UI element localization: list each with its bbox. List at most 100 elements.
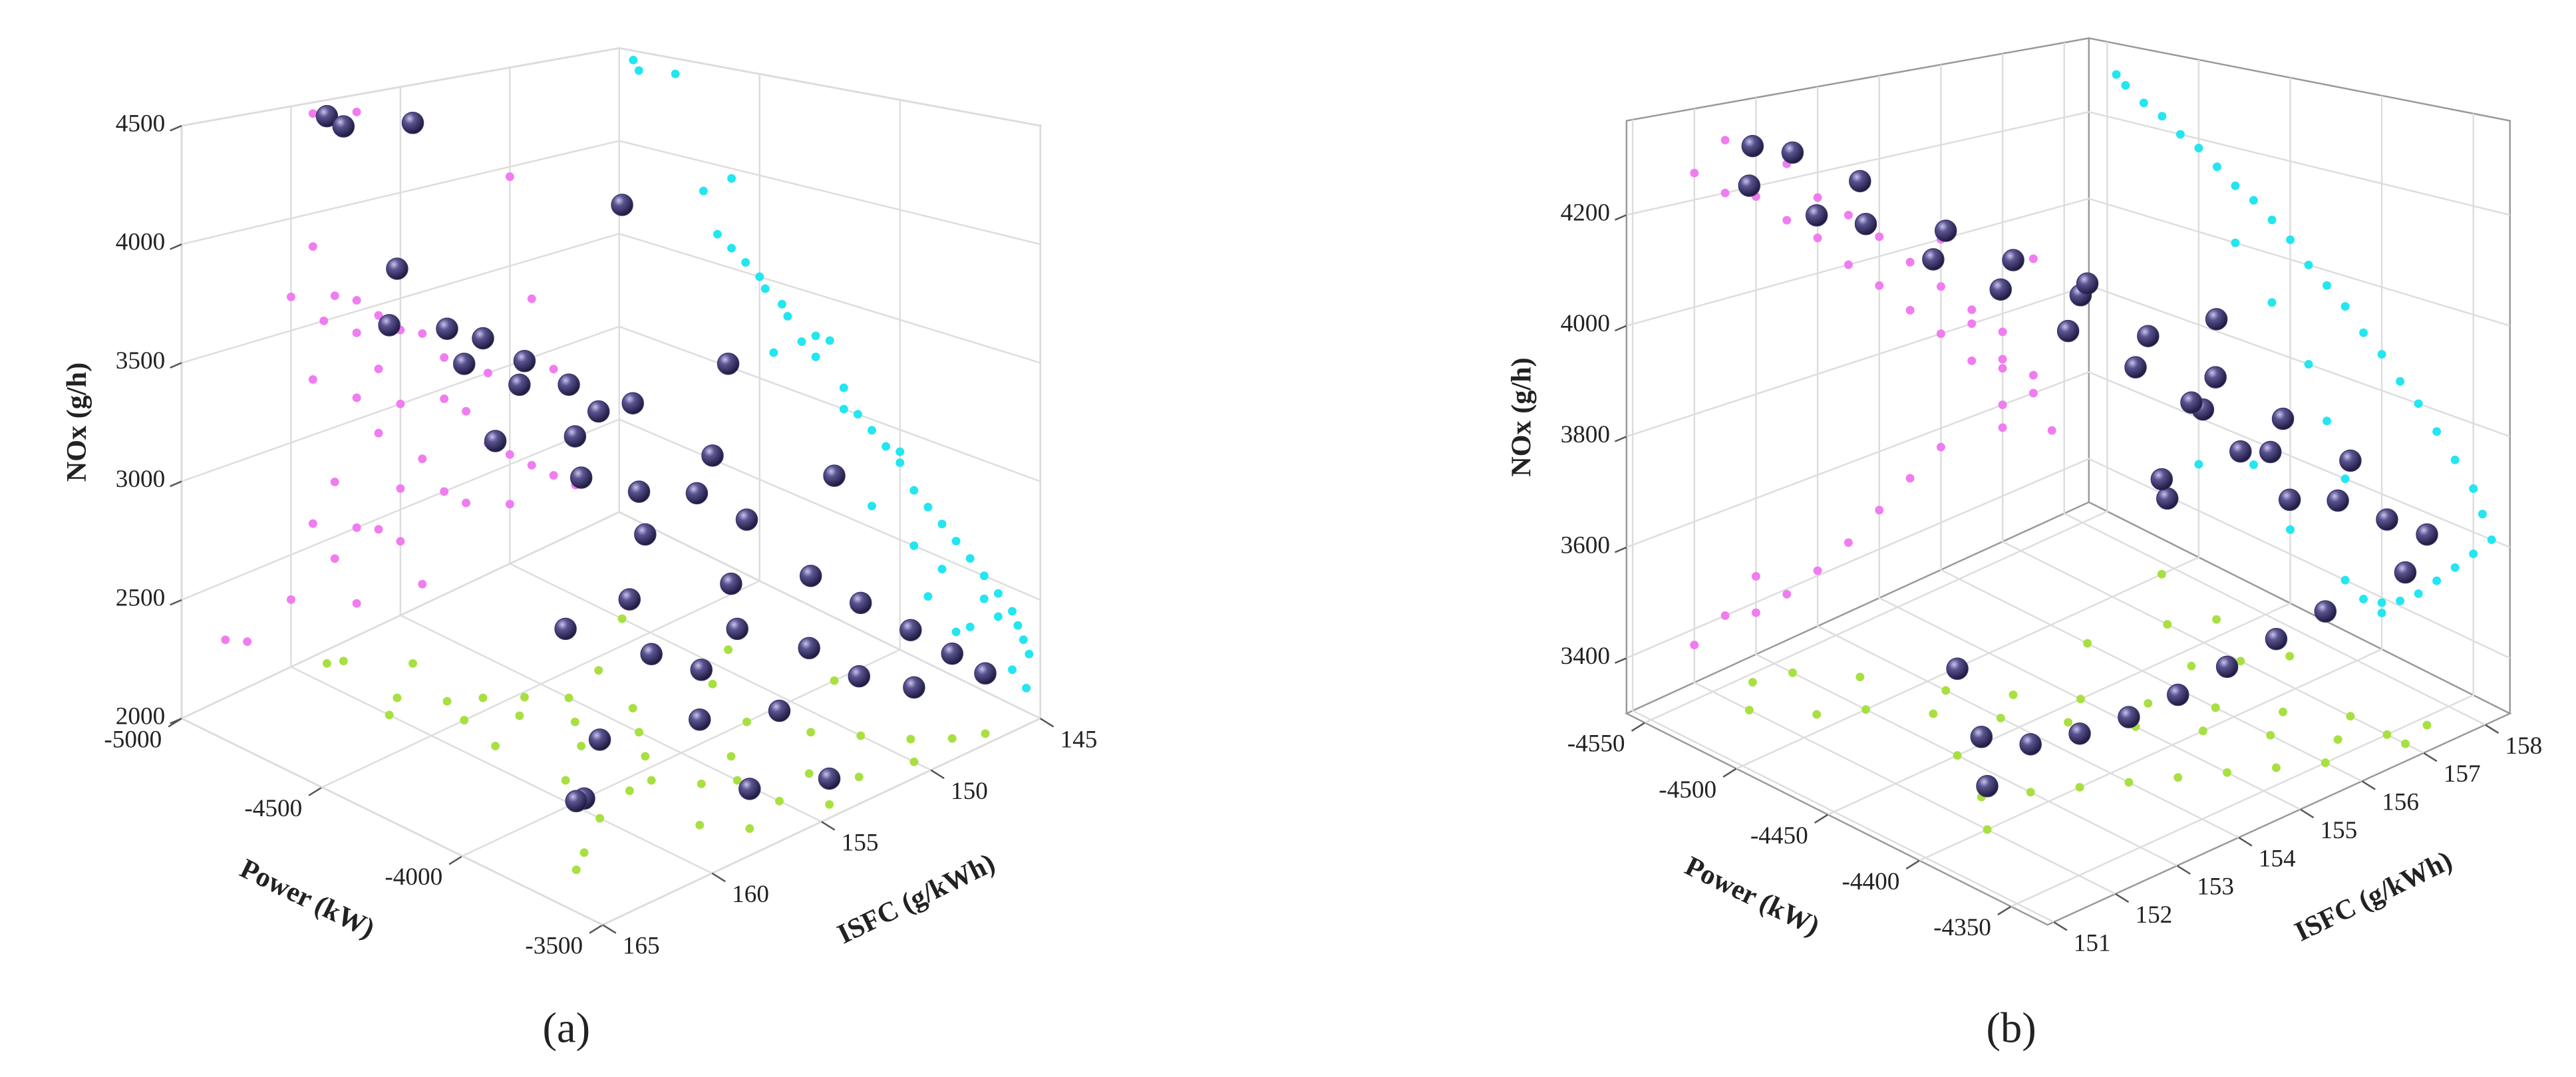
left-wall-projection xyxy=(1936,282,1945,291)
right-wall-projection xyxy=(993,589,1003,598)
left-wall-projection xyxy=(287,292,295,301)
right-wall-projection xyxy=(2414,399,2423,408)
floor-projection xyxy=(854,772,864,782)
floor-projection xyxy=(2075,783,2084,792)
grid-line xyxy=(1736,59,2200,770)
floor-projection xyxy=(442,696,452,706)
floor-projection xyxy=(594,666,603,675)
floor-projection xyxy=(1855,673,1865,682)
point xyxy=(2056,319,2080,343)
y-tick-label: 145 xyxy=(1060,726,1097,753)
point xyxy=(768,699,791,722)
floor-projection xyxy=(2212,615,2221,624)
x-tick-label: -4000 xyxy=(385,863,442,891)
right-wall-projection xyxy=(2450,563,2460,572)
tick-mark xyxy=(1631,722,1645,732)
tick-mark xyxy=(448,855,463,865)
left-wall-projection xyxy=(1998,423,2007,432)
right-wall-projection xyxy=(993,612,1003,621)
point xyxy=(2278,488,2301,512)
point xyxy=(513,350,536,373)
right-wall-projection xyxy=(2340,474,2350,484)
floor-projection xyxy=(635,728,644,737)
left-wall-projection xyxy=(1998,400,2007,409)
left-wall-projection xyxy=(221,635,230,645)
point xyxy=(401,111,424,134)
tick-mark xyxy=(589,924,603,934)
right-wall-projection xyxy=(909,541,919,550)
right-wall-projection xyxy=(937,564,947,573)
tick-mark xyxy=(711,872,726,883)
point xyxy=(588,728,611,751)
tick-mark xyxy=(2361,780,2376,790)
right-wall-projection xyxy=(778,299,786,309)
z-tick-label: 3400 xyxy=(1561,643,1610,670)
left-wall-projection xyxy=(1690,641,1699,650)
point xyxy=(2259,440,2282,464)
right-wall-projection xyxy=(2478,510,2487,519)
point xyxy=(1854,212,1877,235)
tick-mark xyxy=(602,924,617,934)
z-tick-label: 3600 xyxy=(1561,532,1610,559)
right-wall-projection xyxy=(2286,525,2295,534)
tick-mark xyxy=(1040,717,1054,728)
x-tick-label: -4450 xyxy=(1750,822,1808,849)
right-wall-projection xyxy=(951,536,961,545)
right-wall-projection xyxy=(2340,302,2350,311)
floor-projection xyxy=(2163,620,2172,629)
tick-mark xyxy=(2484,724,2499,734)
x-tick-label: -5000 xyxy=(104,726,162,753)
right-wall-projection xyxy=(2194,144,2203,153)
panel-label: (b) xyxy=(1987,1003,2036,1051)
left-wall-projection xyxy=(483,369,492,378)
left-wall-projection xyxy=(1813,566,1822,575)
left-wall-projection xyxy=(319,316,329,325)
left-wall-projection xyxy=(374,311,383,320)
grid-line xyxy=(1755,97,2177,867)
y-axis-title: ISFC (g/kWh) xyxy=(2290,845,2457,948)
z-tick-label: 4500 xyxy=(116,110,165,138)
right-wall-projection xyxy=(741,257,750,267)
y-tick-label: 155 xyxy=(842,829,879,856)
tick-mark xyxy=(170,243,182,250)
grid-line xyxy=(1631,119,2054,923)
grid-line xyxy=(181,47,1041,127)
left-wall-projection xyxy=(1998,355,2007,364)
point xyxy=(621,392,644,414)
right-wall-projection xyxy=(797,337,806,347)
right-wall-projection xyxy=(2396,596,2405,605)
left-wall-projection xyxy=(1875,506,1884,515)
tick-mark xyxy=(2300,808,2315,819)
left-wall-projection xyxy=(1905,474,1915,483)
right-wall-projection xyxy=(882,442,891,451)
point xyxy=(726,617,748,641)
floor-projection xyxy=(1812,710,1822,719)
right-wall-projection xyxy=(2432,576,2442,585)
point xyxy=(799,564,822,587)
floor-projection xyxy=(1941,686,1951,695)
left-wall-projection xyxy=(2028,254,2038,263)
floor-projection xyxy=(2321,758,2330,768)
y-tick-label: 156 xyxy=(2382,789,2419,816)
floor-projection xyxy=(708,679,717,689)
right-wall-projection xyxy=(2323,416,2331,426)
right-wall-projection xyxy=(2304,260,2313,269)
grid-line xyxy=(181,140,1041,245)
floor-projection xyxy=(570,717,579,726)
floor-projection xyxy=(617,614,627,623)
grid-line xyxy=(181,325,1041,482)
left-wall-projection xyxy=(308,375,317,384)
floor-projection xyxy=(825,800,834,809)
right-wall-projection xyxy=(2487,535,2496,544)
right-wall-projection xyxy=(2469,549,2478,558)
left-wall-projection xyxy=(505,500,514,509)
floor-projection xyxy=(856,731,866,740)
left-wall-projection xyxy=(1751,608,1760,617)
left-wall-projection xyxy=(505,172,514,182)
point xyxy=(1738,174,1761,197)
left-wall-projection xyxy=(2028,371,2038,380)
left-wall-projection xyxy=(462,498,471,508)
left-wall-projection xyxy=(1936,442,1945,452)
left-wall-projection xyxy=(352,523,361,532)
grid-line xyxy=(2011,113,2474,907)
